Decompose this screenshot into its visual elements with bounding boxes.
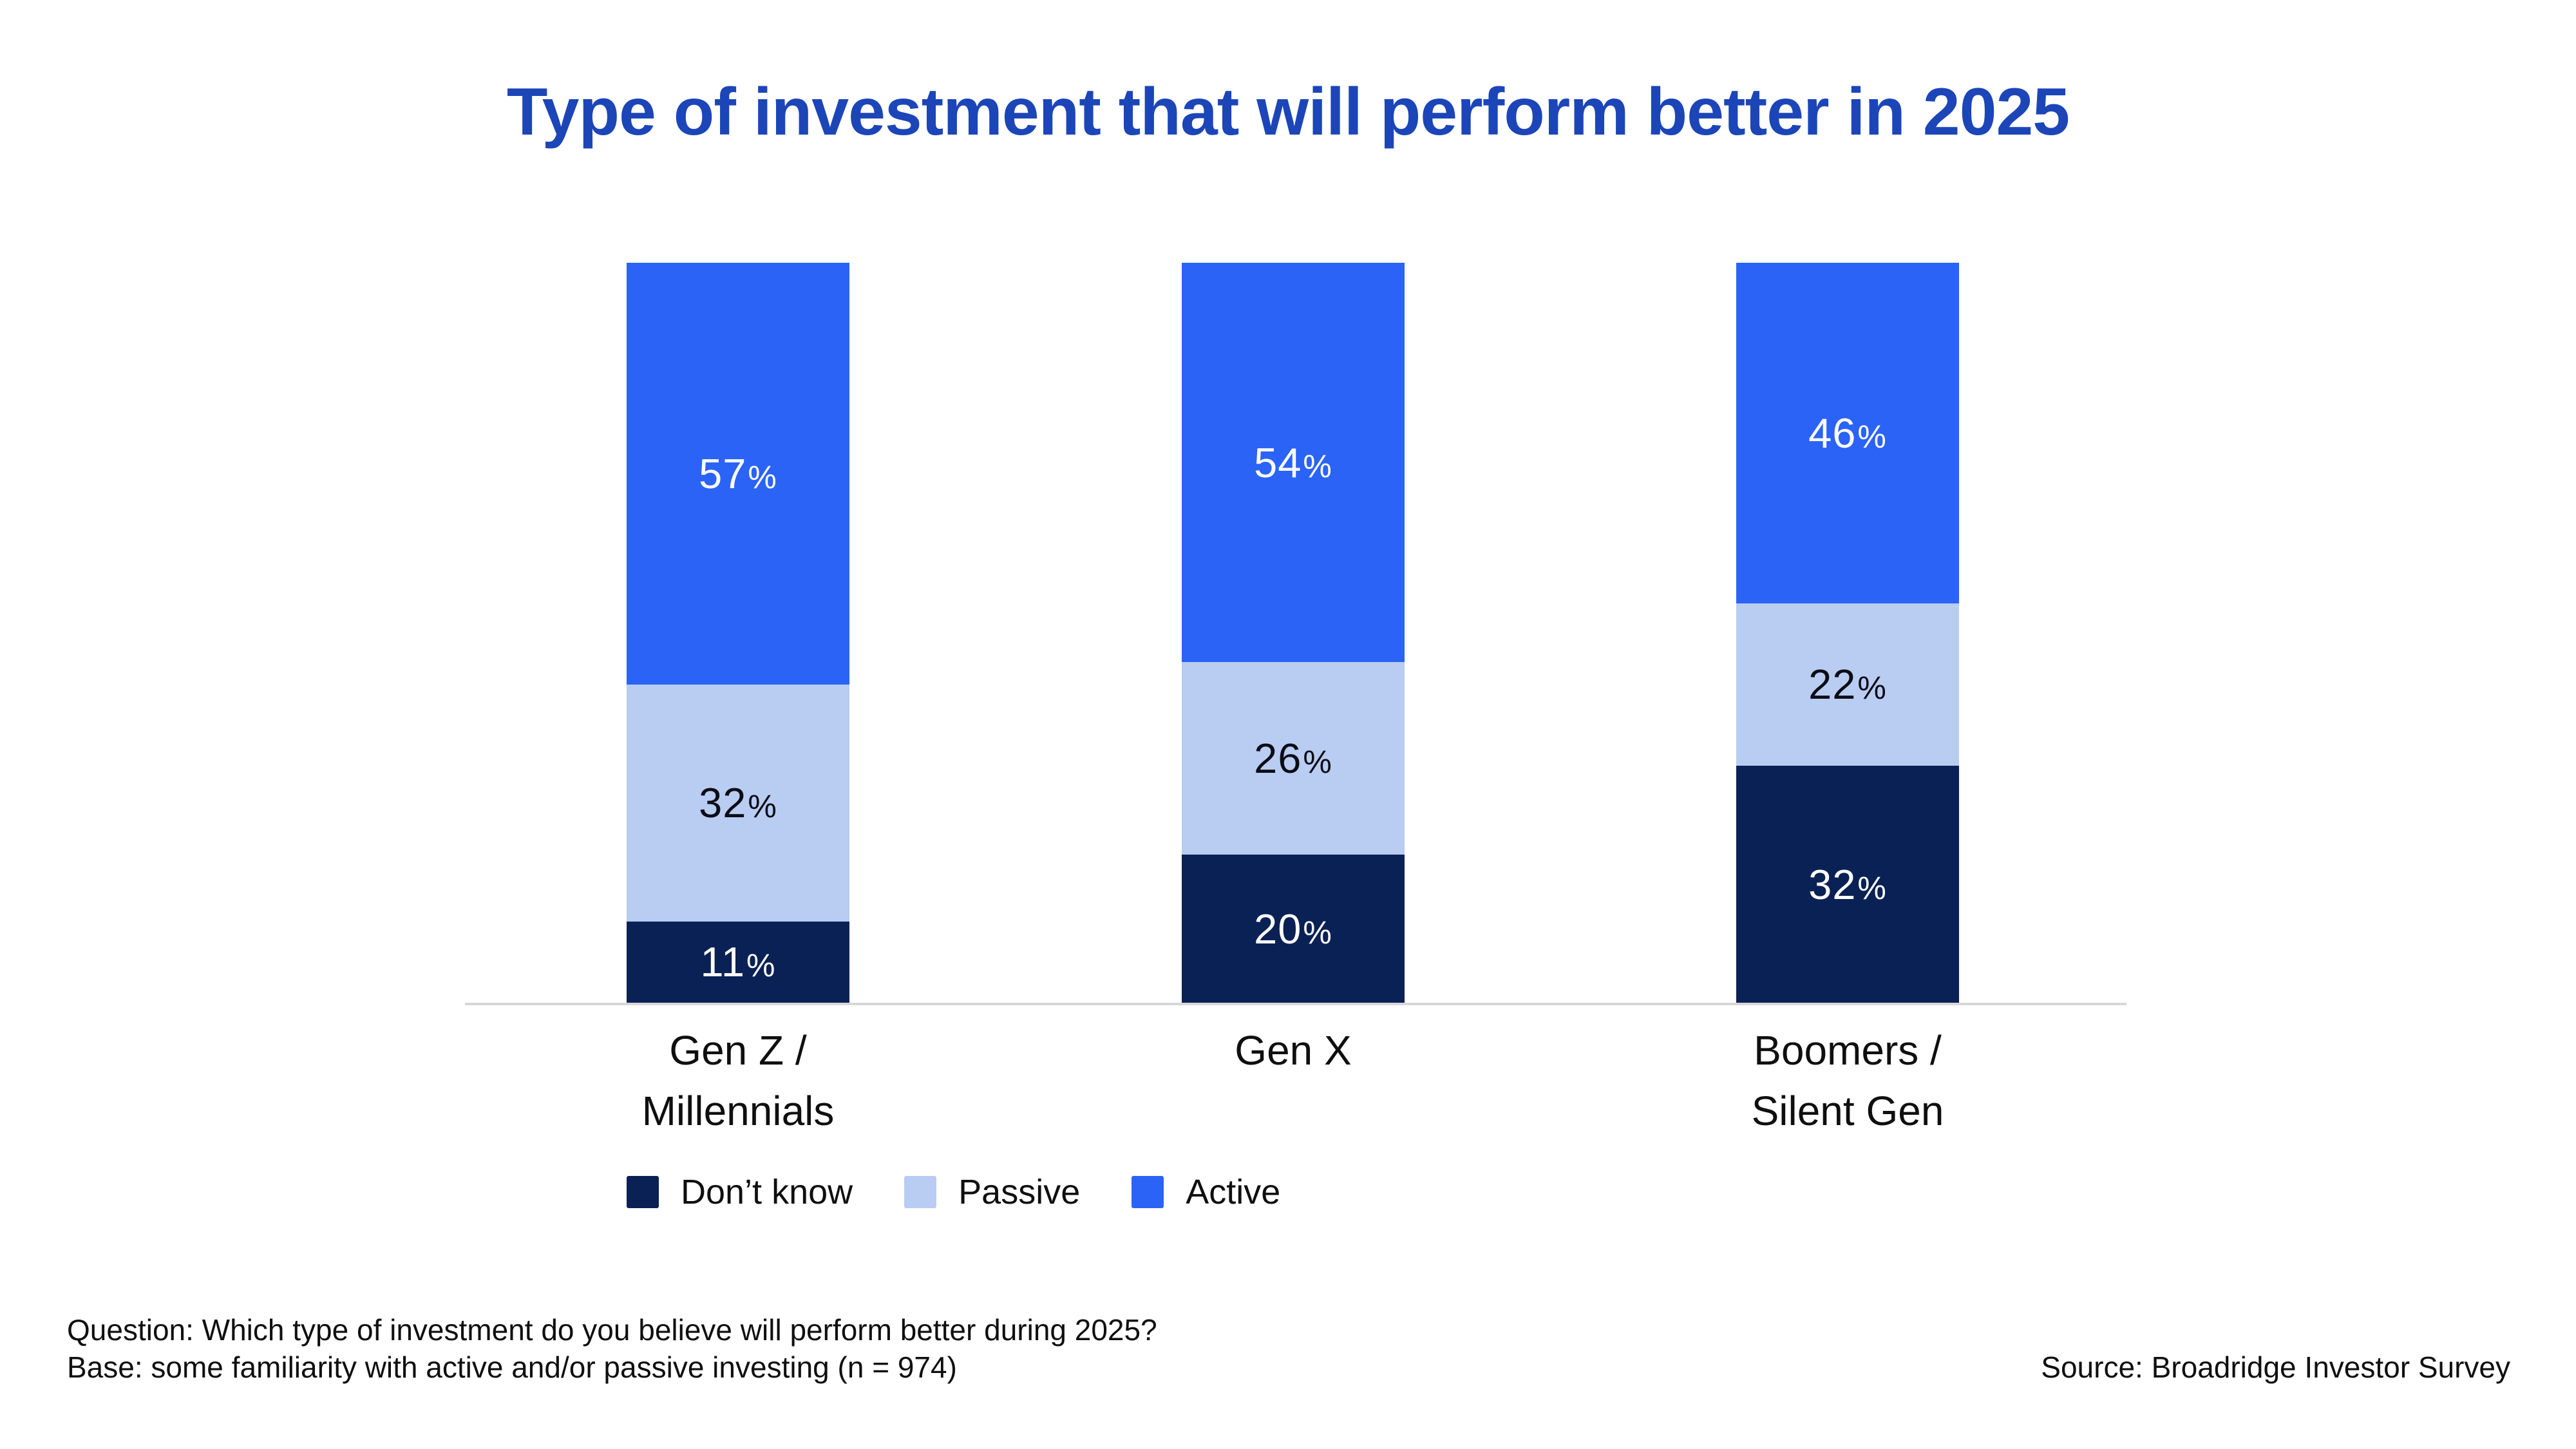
legend: Don’t know Passive Active: [627, 1172, 1280, 1212]
value-label-don-t-know-gen-z-millennials: 11%: [700, 938, 776, 986]
segment-don-t-know-gen-x: 20%: [1182, 855, 1405, 1003]
segment-don-t-know-boomers-silent-gen: 32%: [1736, 766, 1959, 1003]
value-label-active-gen-z-millennials: 57%: [699, 450, 777, 497]
legend-swatch-active: [1132, 1176, 1164, 1208]
legend-label-don-t-know: Don’t know: [681, 1173, 853, 1211]
bar-boomers-silent-gen: 46% 22% 32%: [1736, 263, 1959, 1003]
category-label-gen-z-millennials: Gen Z / Millennials: [641, 1027, 835, 1134]
value-label-passive-gen-z-millennials: 32%: [699, 779, 777, 827]
chart-title: Type of investment that will perform bet…: [506, 75, 2070, 149]
footnotes-left: Question: Which type of investment do yo…: [67, 1311, 1157, 1386]
value-label-don-t-know-gen-x: 20%: [1254, 905, 1332, 952]
value-label-active-gen-x: 54%: [1254, 439, 1332, 486]
bar-gen-x: 54% 26% 20%: [1182, 263, 1405, 1003]
legend-label-passive: Passive: [958, 1173, 1081, 1211]
value-label-passive-gen-x: 26%: [1254, 735, 1332, 782]
segment-passive-gen-z-millennials: 32%: [627, 684, 849, 922]
segment-active-boomers-silent-gen: 46%: [1736, 263, 1959, 603]
segment-active-gen-z-millennials: 57%: [627, 263, 849, 685]
x-axis-line: [465, 1003, 2126, 1005]
footnote-source: Source: Broadridge Investor Survey: [2041, 1350, 2510, 1384]
category-label-gen-x: Gen X: [1235, 1027, 1352, 1074]
legend-item-don-t-know: Don’t know: [627, 1172, 853, 1212]
legend-label-active: Active: [1186, 1173, 1281, 1211]
segment-passive-boomers-silent-gen: 22%: [1736, 603, 1959, 766]
segment-active-gen-x: 54%: [1182, 263, 1405, 663]
bar-gen-z-millennials: 57% 32% 11%: [627, 263, 849, 1003]
value-label-active-boomers-silent-gen: 46%: [1808, 409, 1887, 457]
footnote-base: Base: some familiarity with active and/o…: [67, 1350, 957, 1384]
legend-swatch-passive: [904, 1176, 937, 1208]
legend-item-active: Active: [1132, 1172, 1280, 1212]
value-label-passive-boomers-silent-gen: 22%: [1808, 661, 1887, 708]
segment-passive-gen-x: 26%: [1182, 662, 1405, 855]
segment-don-t-know-gen-z-millennials: 11%: [627, 921, 849, 1003]
value-label-don-t-know-boomers-silent-gen: 32%: [1808, 860, 1887, 908]
legend-swatch-don-t-know: [627, 1176, 659, 1208]
legend-item-passive: Passive: [904, 1172, 1080, 1212]
category-label-boomers-silent-gen: Boomers / Silent Gen: [1751, 1027, 1944, 1134]
footnote-question: Question: Which type of investment do yo…: [67, 1313, 1157, 1347]
